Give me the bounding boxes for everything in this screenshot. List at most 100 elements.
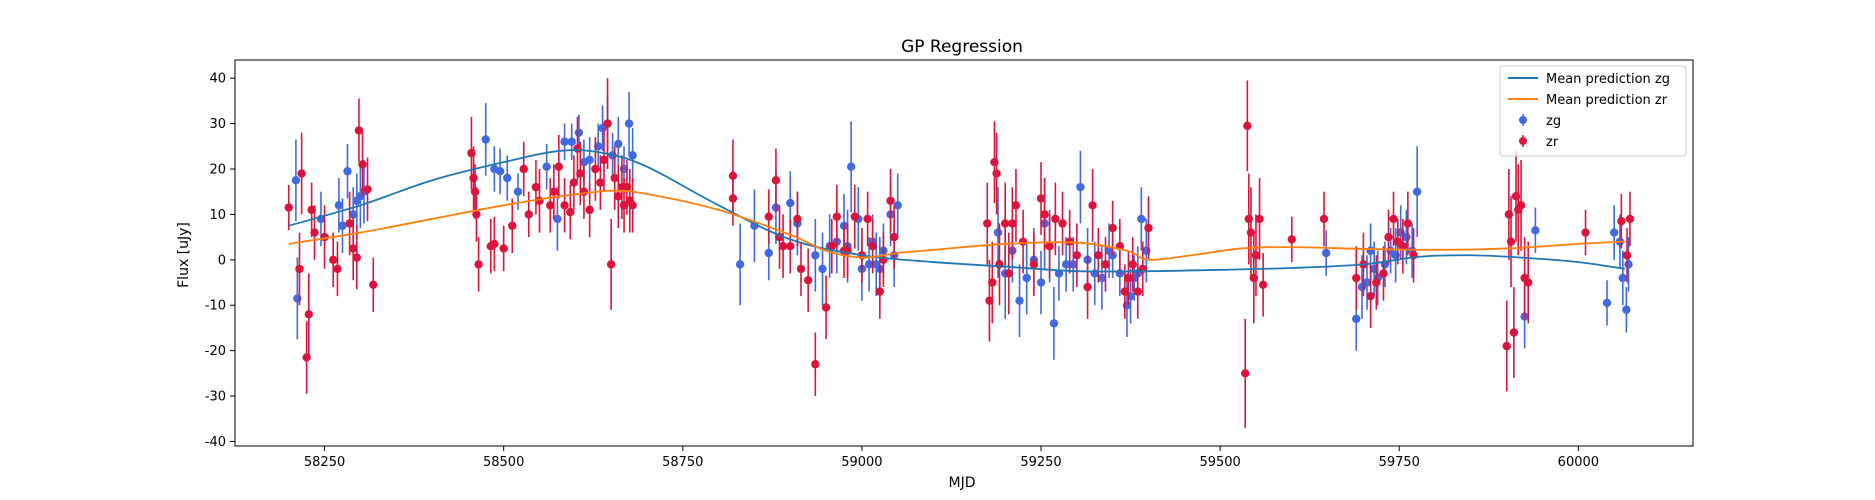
point-zg — [864, 260, 874, 269]
point-zr — [310, 228, 319, 237]
x-tick-label: 58250 — [304, 455, 345, 470]
point-zr — [1625, 214, 1635, 224]
line-mean-prediction-zg — [288, 149, 1626, 273]
point-zr — [771, 176, 781, 185]
point-zr — [535, 196, 544, 205]
chart-title: GP Regression — [901, 37, 1023, 57]
point-zr — [1352, 273, 1361, 283]
point-zg — [993, 228, 1003, 237]
series-zr — [284, 78, 1635, 428]
x-tick-label: 58750 — [662, 455, 703, 470]
point-zg — [513, 187, 523, 196]
point-zr — [524, 210, 533, 219]
point-zr — [1502, 341, 1511, 351]
point-zr — [1133, 287, 1142, 296]
point-zg — [481, 135, 490, 144]
point-zr — [1255, 214, 1264, 224]
point-zr — [889, 232, 899, 242]
point-zg — [338, 221, 347, 230]
point-zg — [1624, 260, 1633, 269]
point-zr — [467, 148, 476, 158]
series-zg — [291, 91, 1633, 360]
point-zg — [811, 251, 820, 260]
point-zr — [1403, 219, 1413, 228]
point-zr — [579, 187, 589, 196]
legend: Mean prediction zg Mean prediction zr zg… — [1499, 65, 1687, 157]
point-zr — [560, 201, 569, 210]
point-zr — [803, 276, 813, 285]
point-zg — [1352, 314, 1361, 324]
point-zg — [1061, 260, 1071, 269]
point-zr — [472, 210, 481, 219]
point-zr — [628, 201, 637, 210]
point-zr — [728, 194, 738, 203]
point-zg — [750, 221, 759, 230]
point-zr — [985, 296, 994, 305]
point-zg — [560, 137, 569, 146]
point-zr — [519, 164, 528, 174]
point-zg — [624, 119, 634, 128]
point-zr — [573, 144, 582, 153]
point-zg — [628, 151, 637, 160]
legend-label-mean-zg: Mean prediction zg — [1546, 72, 1670, 87]
point-zr — [1251, 251, 1261, 260]
point-zr — [1029, 260, 1039, 269]
point-zr — [728, 171, 738, 180]
point-zg — [1618, 273, 1627, 283]
point-zg — [1321, 248, 1331, 258]
x-tick-label: 58500 — [483, 455, 524, 470]
y-tick-label: -40 — [205, 435, 226, 450]
point-zr — [591, 164, 600, 174]
point-zr — [1379, 269, 1388, 278]
legend-label-zg: zg — [1546, 114, 1561, 129]
point-zr — [1088, 201, 1097, 210]
point-zr — [603, 119, 612, 128]
point-zg — [764, 248, 773, 258]
point-zr — [295, 264, 304, 274]
point-zr — [470, 187, 480, 196]
point-zr — [778, 241, 788, 251]
point-zr — [1244, 214, 1253, 224]
point-zr — [786, 241, 795, 251]
y-axis: -40 -30 -20 -10 0 10 20 30 40 — [205, 72, 235, 450]
y-tick-label: 40 — [209, 72, 226, 87]
point-zr — [832, 212, 842, 221]
point-zg — [1362, 278, 1372, 287]
point-zr — [349, 244, 358, 253]
legend-swatch-marker-zg — [1519, 116, 1527, 124]
point-zg — [1015, 296, 1024, 305]
point-zg — [1622, 305, 1631, 314]
point-zr — [863, 214, 872, 224]
point-zr — [307, 205, 316, 215]
point-zr — [499, 244, 508, 253]
point-zr — [1249, 273, 1259, 283]
point-zg — [495, 167, 505, 176]
point-zr — [1617, 217, 1626, 226]
point-zr — [566, 207, 575, 217]
point-zr — [1120, 287, 1130, 296]
y-tick-label: 10 — [209, 208, 226, 223]
point-zr — [546, 201, 555, 210]
point-zg — [1137, 214, 1146, 224]
point-zr — [1000, 219, 1010, 228]
point-zr — [886, 196, 895, 205]
point-zr — [1051, 214, 1060, 224]
point-zr — [1524, 278, 1533, 287]
point-zr — [988, 278, 997, 287]
point-zr — [569, 178, 579, 187]
point-zg — [343, 167, 352, 176]
point-zr — [358, 160, 367, 169]
point-zr — [811, 360, 820, 369]
point-zr — [850, 212, 859, 221]
point-zr — [596, 178, 605, 187]
y-tick-label: -20 — [205, 344, 226, 359]
point-zr — [990, 157, 999, 167]
point-zr — [549, 187, 559, 196]
point-zr — [1128, 260, 1137, 269]
point-zg — [1366, 246, 1375, 255]
point-zr — [1108, 223, 1117, 233]
x-tick-label: 60000 — [1558, 455, 1599, 470]
point-zr — [304, 310, 313, 319]
point-zr — [508, 221, 517, 230]
